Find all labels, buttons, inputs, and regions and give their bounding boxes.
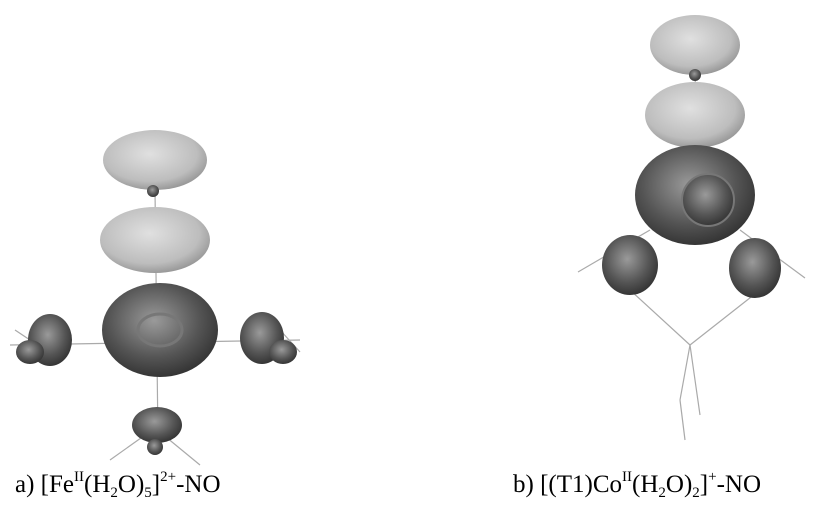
caption-sub: 2 [658, 485, 666, 501]
caption-sup: + [708, 469, 716, 485]
caption-text: O) [666, 471, 692, 498]
panel-a-molecule [10, 130, 300, 465]
caption-sub: 2 [692, 485, 700, 501]
caption-text: ] [700, 471, 708, 498]
caption-b: b) [(T1)CoII(H2O)2]+-NO [513, 470, 761, 501]
caption-text: -NO [176, 471, 220, 498]
orbital-drawings [0, 0, 839, 522]
caption-text: a) [Fe [15, 471, 74, 498]
panel-b-molecule [578, 15, 805, 440]
caption-text: (H [84, 471, 110, 498]
caption-text: b) [(T1)Co [513, 471, 622, 498]
caption-text: O) [118, 471, 144, 498]
caption-text: -NO [717, 471, 761, 498]
caption-sup: II [622, 469, 632, 485]
caption-sup: II [74, 469, 84, 485]
caption-text: ] [152, 471, 160, 498]
figure: a) [FeII(H2O)5]2+-NO b) [(T1)CoII(H2O)2]… [0, 0, 839, 522]
caption-sup: 2+ [160, 469, 176, 485]
caption-text: (H [632, 471, 658, 498]
caption-sub: 5 [144, 485, 152, 501]
caption-a: a) [FeII(H2O)5]2+-NO [15, 470, 221, 501]
caption-sub: 2 [110, 485, 118, 501]
